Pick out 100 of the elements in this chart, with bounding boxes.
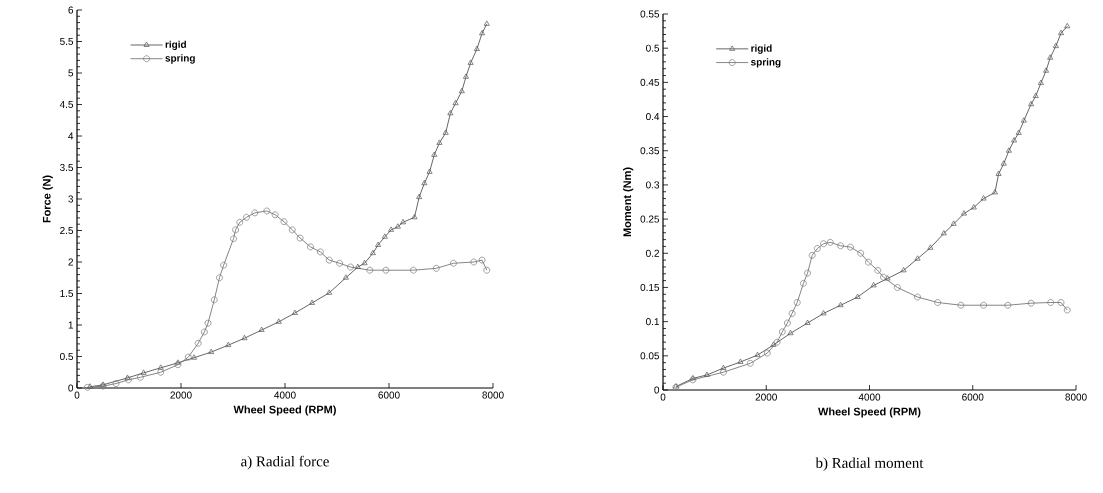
point: [450, 259, 457, 267]
point: [225, 341, 232, 348]
point: [236, 218, 244, 226]
point: [1043, 67, 1050, 73]
legend-label: rigid: [165, 40, 186, 50]
point: [995, 170, 1002, 176]
legend-label: spring: [750, 58, 781, 68]
y-tick-label: 0.2: [646, 249, 659, 257]
point: [934, 299, 941, 306]
x-tick-label: 8000: [482, 391, 504, 399]
point: [754, 351, 761, 357]
text: a) Radial force: [241, 455, 329, 470]
point: [140, 369, 147, 375]
x-tick-label: 4000: [274, 391, 296, 399]
point: [354, 263, 361, 269]
point: [157, 364, 164, 370]
y-axis-title: Force (N): [42, 175, 53, 223]
point: [442, 129, 449, 135]
point: [857, 249, 865, 257]
point: [216, 274, 223, 282]
point: [317, 248, 324, 256]
point: [296, 234, 304, 242]
point: [720, 364, 727, 370]
point: [382, 266, 390, 274]
point: [347, 263, 354, 271]
point: [854, 293, 861, 299]
x-tick-label: 0: [74, 391, 80, 399]
y-tick-label: 0.3: [646, 181, 660, 189]
point: [174, 361, 182, 369]
legend-label: rigid: [751, 44, 772, 54]
point: [361, 259, 368, 266]
point: [703, 371, 710, 377]
point: [263, 207, 271, 215]
point: [1063, 306, 1071, 314]
y-tick-label: 0.55: [640, 10, 660, 18]
point: [157, 368, 165, 376]
point: [914, 255, 921, 261]
point: [410, 266, 417, 274]
point: [1037, 79, 1044, 85]
point: [394, 223, 401, 229]
point: [1011, 137, 1017, 143]
x-axis-title: Wheel Speed (RPM): [818, 407, 921, 418]
point: [452, 99, 459, 106]
point: [914, 293, 921, 301]
point: [746, 359, 754, 367]
point: [870, 282, 877, 288]
y-tick-label: 1.5: [60, 290, 74, 297]
y-tick-label: 0.5: [60, 352, 74, 361]
point: [980, 195, 987, 201]
point: [763, 349, 771, 357]
point: [720, 368, 727, 376]
point: [837, 301, 844, 308]
x-tick-label: 0: [660, 393, 666, 401]
point: [1058, 29, 1064, 35]
point: [184, 353, 192, 361]
point: [770, 341, 777, 347]
point: [230, 235, 237, 243]
x-tick-label: 6000: [962, 393, 984, 401]
point: [1020, 117, 1027, 123]
point: [243, 213, 250, 221]
point: [325, 256, 333, 264]
point: [436, 139, 443, 145]
point: [463, 73, 469, 79]
point: [1052, 42, 1059, 48]
y-tick-label: 1: [68, 321, 73, 329]
point: [804, 319, 811, 325]
point: [826, 238, 834, 246]
y-tick-label: 4: [68, 132, 74, 140]
y-tick-label: 0.5: [646, 44, 660, 52]
point: [478, 256, 486, 264]
point: [970, 204, 977, 210]
x-tick-label: 8000: [1065, 393, 1087, 401]
point: [309, 299, 315, 305]
point: [793, 299, 801, 306]
point: [788, 310, 796, 317]
point: [208, 348, 215, 354]
x-axis-title: Wheel Speed (RPM): [233, 405, 336, 416]
point: [1000, 160, 1007, 166]
point: [1064, 22, 1071, 29]
point: [400, 218, 406, 225]
point: [820, 240, 827, 248]
point: [479, 29, 486, 36]
point: [940, 230, 947, 236]
y-tick-label: 3.5: [60, 163, 74, 172]
x-tick-label: 2000: [170, 391, 192, 399]
point: [336, 259, 343, 267]
point: [1005, 147, 1012, 153]
point: [884, 275, 891, 281]
y-tick-label: 0.05: [640, 352, 660, 360]
point: [778, 328, 786, 336]
point: [1015, 129, 1022, 135]
point: [375, 241, 382, 247]
y-tick-label: 6: [68, 6, 74, 14]
point: [421, 179, 428, 186]
point: [467, 59, 474, 65]
point: [241, 334, 248, 341]
point: [820, 310, 827, 316]
point: [125, 376, 132, 384]
point: [957, 301, 965, 309]
y-tick-label: 0: [654, 386, 660, 394]
